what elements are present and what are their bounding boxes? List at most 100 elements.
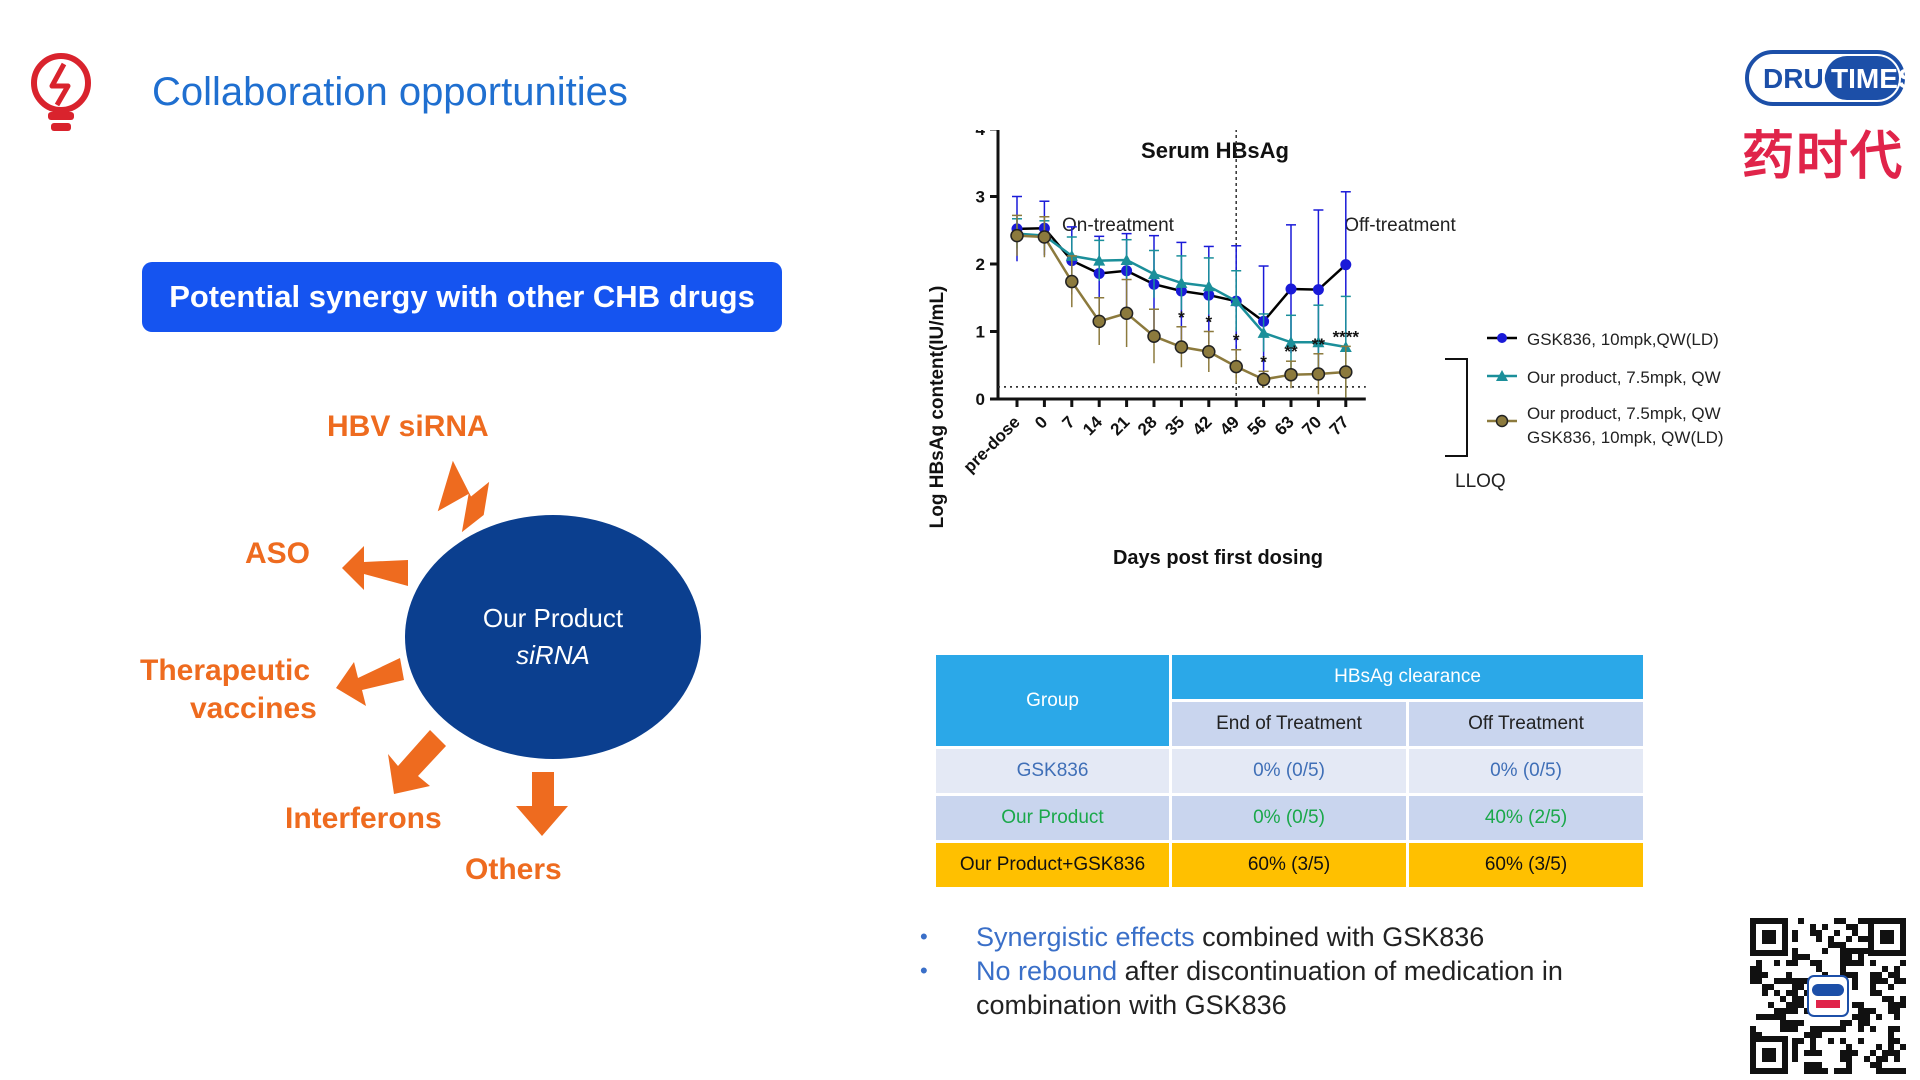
qr-module — [1876, 1062, 1882, 1068]
cell-group: Our Product+GSK836 — [936, 843, 1169, 887]
qr-module — [1888, 984, 1894, 990]
qr-module — [1756, 960, 1762, 966]
qr-module — [1870, 1062, 1876, 1068]
qr-module — [1888, 1008, 1894, 1014]
x-tick-label: 77 — [1326, 412, 1353, 439]
qr-module — [1852, 930, 1858, 936]
x-tick-label: 35 — [1161, 412, 1188, 439]
qr-module — [1834, 1026, 1840, 1032]
qr-module — [1792, 1050, 1798, 1056]
qr-module — [1798, 978, 1804, 984]
significance-label: * — [1178, 308, 1185, 327]
synergy-banner: Potential synergy with other CHB drugs — [142, 262, 782, 332]
hub-subtitle: siRNA — [516, 640, 590, 670]
qr-module — [1810, 1032, 1816, 1038]
data-point — [1092, 314, 1106, 329]
qr-module — [1858, 1020, 1864, 1026]
qr-module — [1828, 942, 1834, 948]
qr-module — [1846, 948, 1852, 954]
qr-module — [1846, 954, 1852, 960]
significance-label: ** — [1312, 335, 1326, 354]
page-title: Collaboration opportunities — [152, 70, 628, 114]
qr-module — [1870, 990, 1876, 996]
qr-module — [1882, 996, 1888, 1002]
qr-module — [1810, 924, 1816, 930]
qr-module — [1774, 1008, 1780, 1014]
qr-module — [1852, 978, 1858, 984]
qr-module — [1882, 978, 1888, 984]
legend-marker-combo — [1495, 414, 1509, 428]
qr-module — [1750, 978, 1756, 984]
x-axis-label: Days post first dosing — [1113, 547, 1323, 569]
y-tick-label: 4 — [976, 130, 986, 139]
qr-module — [1816, 1032, 1822, 1038]
partner-aso: ASO — [245, 537, 311, 570]
qr-module — [1834, 1068, 1840, 1074]
data-point — [1312, 336, 1325, 348]
table-header-end: End of Treatment — [1172, 702, 1406, 746]
table-header-off: Off Treatment — [1409, 702, 1643, 746]
x-tick-label: 0 — [1031, 412, 1051, 432]
qr-module — [1858, 1038, 1864, 1044]
data-point — [1175, 276, 1188, 288]
qr-module — [1822, 924, 1828, 930]
qr-module — [1810, 930, 1816, 936]
lloq-label: LLOQ — [1455, 471, 1506, 492]
qr-module — [1870, 972, 1876, 978]
partner-others: Others — [465, 853, 562, 886]
qr-module — [1804, 978, 1810, 984]
qr-module — [1822, 1026, 1828, 1032]
qr-module — [1876, 1056, 1882, 1062]
significance-label: * — [1205, 313, 1212, 332]
qr-module — [1894, 1050, 1900, 1056]
x-tick-label: 42 — [1189, 412, 1216, 439]
qr-module — [1768, 1002, 1774, 1008]
qr-module — [1870, 1026, 1876, 1032]
qr-module — [1846, 1068, 1852, 1074]
qr-module — [1888, 1044, 1894, 1050]
qr-module — [1864, 1056, 1870, 1062]
qr-module — [1852, 1050, 1858, 1056]
cell-end: 0% (0/5) — [1172, 796, 1406, 840]
data-point — [1148, 268, 1160, 280]
qr-module — [1894, 966, 1900, 972]
arrow-down-left-icon — [388, 730, 446, 794]
significance-label: * — [1260, 352, 1267, 371]
qr-module — [1840, 918, 1846, 924]
qr-module — [1900, 996, 1906, 1002]
qr-module — [1750, 1026, 1756, 1032]
qr-module — [1858, 960, 1864, 966]
qr-module — [1894, 972, 1900, 978]
qr-module — [1798, 984, 1804, 990]
qr-module — [1792, 1056, 1798, 1062]
qr-module — [1840, 972, 1846, 978]
cell-off: 0% (0/5) — [1409, 749, 1643, 793]
qr-module — [1786, 1002, 1792, 1008]
qr-module — [1888, 1068, 1894, 1074]
qr-module — [1816, 1068, 1822, 1074]
qr-module — [1876, 972, 1882, 978]
qr-code — [1750, 918, 1906, 1074]
x-tick-label: 28 — [1134, 412, 1161, 439]
data-point — [1120, 253, 1133, 265]
qr-module — [1888, 972, 1894, 978]
phase-label-on: On-treatment — [1062, 215, 1175, 236]
qr-module — [1828, 1026, 1834, 1032]
qr-module — [1780, 996, 1786, 1002]
qr-module — [1900, 1044, 1906, 1050]
qr-module — [1840, 948, 1846, 954]
qr-module — [1792, 1020, 1798, 1026]
significance-label: * — [1233, 331, 1240, 350]
list-item: • Synergistic effects combined with GSK8… — [920, 920, 1563, 954]
bullet-highlight: Synergistic effects — [976, 922, 1195, 952]
svg-text:TIMES: TIMES — [1831, 63, 1905, 94]
qr-module — [1816, 1062, 1822, 1068]
qr-module — [1786, 1008, 1792, 1014]
qr-module — [1858, 948, 1864, 954]
qr-module — [1852, 972, 1858, 978]
qr-module — [1810, 1026, 1816, 1032]
data-point — [1202, 345, 1216, 359]
qr-module — [1834, 930, 1840, 936]
qr-module — [1864, 948, 1870, 954]
qr-module — [1870, 1050, 1876, 1056]
